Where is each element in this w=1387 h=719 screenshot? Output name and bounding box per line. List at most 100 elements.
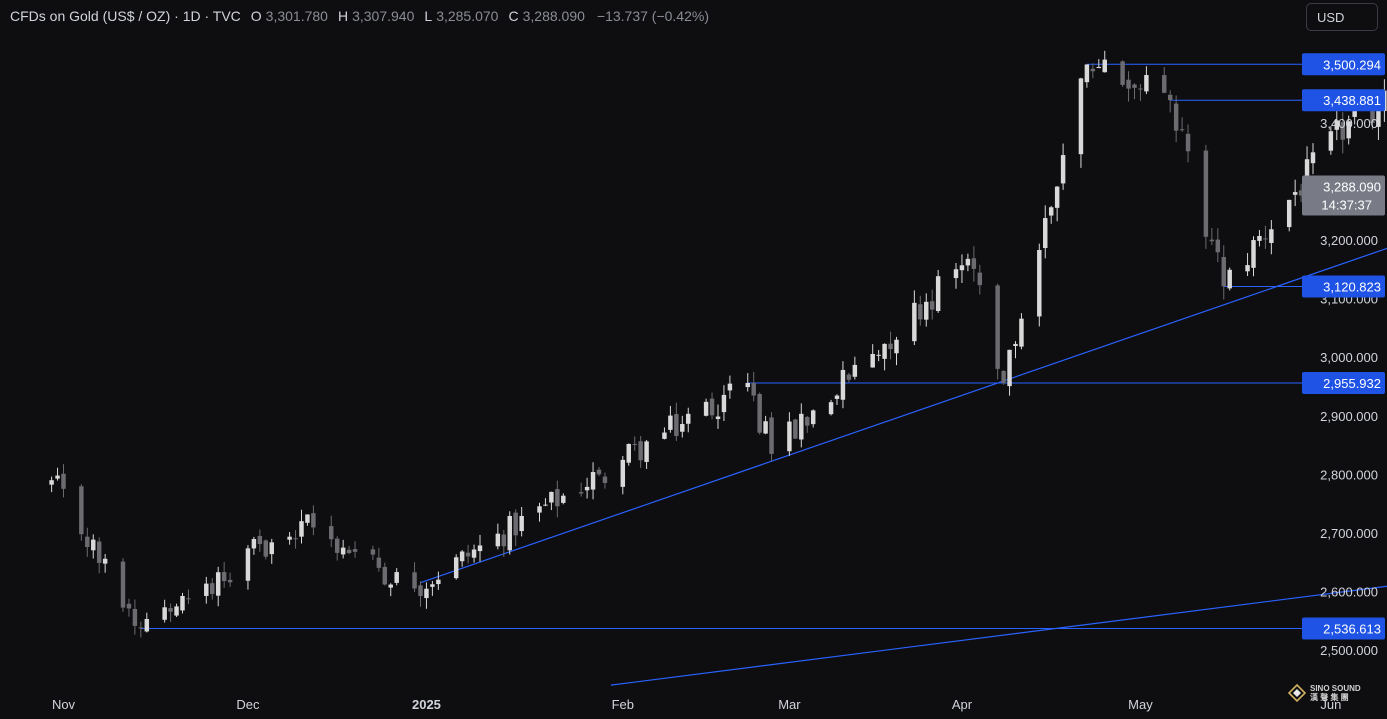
candle-body	[1090, 68, 1096, 72]
candle-body	[102, 558, 108, 564]
candle	[626, 443, 631, 466]
candle-body	[1334, 120, 1340, 130]
candle-body	[876, 354, 881, 356]
candle	[471, 544, 477, 563]
candle	[584, 477, 590, 499]
candle	[221, 561, 227, 588]
candle-body	[465, 552, 471, 557]
candle-body	[537, 506, 542, 513]
candle-body	[1269, 229, 1274, 243]
candle-body	[757, 393, 762, 433]
candle	[1346, 115, 1351, 145]
watermark-logo: SINO SOUND 漢 聲 集 團	[1288, 684, 1361, 702]
candle	[210, 578, 215, 600]
symbol-title[interactable]: CFDs on Gold (US$ / OZ) · 1D · TVC	[10, 8, 241, 24]
candle	[1013, 341, 1018, 359]
candle	[204, 576, 209, 604]
candle-body	[1132, 84, 1137, 88]
x-tick-label: Jun	[1320, 697, 1341, 712]
candle	[436, 571, 441, 590]
candle	[1203, 144, 1209, 249]
candle-body	[680, 424, 685, 432]
candle-body	[1138, 88, 1143, 90]
candle-body	[519, 515, 524, 532]
candle-body	[584, 486, 590, 491]
candle-body	[632, 443, 637, 445]
y-tick-label: 2,800.000	[1320, 467, 1378, 482]
candle-body	[870, 353, 875, 368]
candle-body	[394, 572, 399, 583]
candle-body	[144, 618, 150, 632]
candle-body	[334, 538, 340, 553]
high-value: 3,307.940	[352, 8, 415, 24]
candle	[709, 392, 715, 420]
candle-body	[1346, 121, 1351, 139]
candle	[334, 536, 340, 561]
candle	[537, 502, 542, 522]
candle	[1043, 205, 1048, 259]
candle	[561, 493, 566, 505]
candle-body	[935, 276, 941, 311]
candle	[394, 568, 399, 586]
candle-body	[1227, 269, 1232, 289]
candle-body	[644, 441, 649, 462]
candle	[757, 392, 762, 435]
level-price-label: 3,500.294	[1302, 53, 1385, 76]
candle	[745, 373, 750, 392]
candle	[340, 539, 346, 559]
candle-body	[977, 272, 983, 286]
y-tick-label: 3,000.000	[1320, 350, 1378, 365]
candle	[180, 592, 185, 614]
candle	[1221, 245, 1226, 300]
candle-body	[513, 512, 518, 536]
candle	[162, 599, 167, 623]
y-tick-label: 2,600.000	[1320, 584, 1378, 599]
candle-body	[840, 369, 846, 400]
candle-body	[1007, 349, 1012, 387]
candle	[787, 412, 792, 456]
candle-body	[501, 534, 507, 547]
candle-body	[293, 538, 298, 540]
candle	[769, 412, 774, 462]
candle	[287, 532, 292, 545]
currency-button[interactable]: USD	[1306, 3, 1378, 31]
candle	[495, 523, 501, 550]
candle	[376, 547, 382, 572]
x-tick-label: May	[1128, 697, 1153, 712]
candle-body	[888, 343, 893, 350]
candle	[477, 534, 483, 562]
candle	[674, 402, 679, 441]
candle-body	[1251, 240, 1256, 268]
candle	[305, 514, 310, 526]
candle	[245, 545, 251, 590]
candle	[1126, 71, 1131, 102]
level-label-bg	[1302, 372, 1385, 395]
level-price-label: 2,955.932	[1302, 372, 1385, 395]
candle	[793, 418, 798, 439]
candle-body	[810, 410, 816, 425]
candle	[1251, 236, 1256, 277]
candle	[810, 409, 816, 428]
candle-body	[846, 374, 852, 380]
candle-body	[555, 489, 560, 507]
candle	[257, 529, 263, 552]
candle	[715, 404, 721, 429]
candle	[1340, 112, 1345, 154]
candle-body	[1286, 199, 1292, 228]
candle	[929, 289, 935, 320]
candle	[578, 482, 584, 497]
candle-body	[215, 572, 221, 596]
candle-body	[287, 536, 292, 540]
candle	[1096, 59, 1102, 69]
candle-body	[1078, 78, 1084, 155]
x-tick-label: Feb	[612, 697, 634, 712]
candle	[686, 407, 691, 433]
candle	[1328, 126, 1334, 155]
candle-body	[1292, 192, 1298, 195]
candle	[1007, 349, 1012, 396]
last-price-label: 3,288.090 14:37:37	[1302, 175, 1385, 216]
candle-body	[352, 549, 358, 552]
candle-body	[1340, 122, 1345, 140]
candle-body	[834, 395, 840, 399]
